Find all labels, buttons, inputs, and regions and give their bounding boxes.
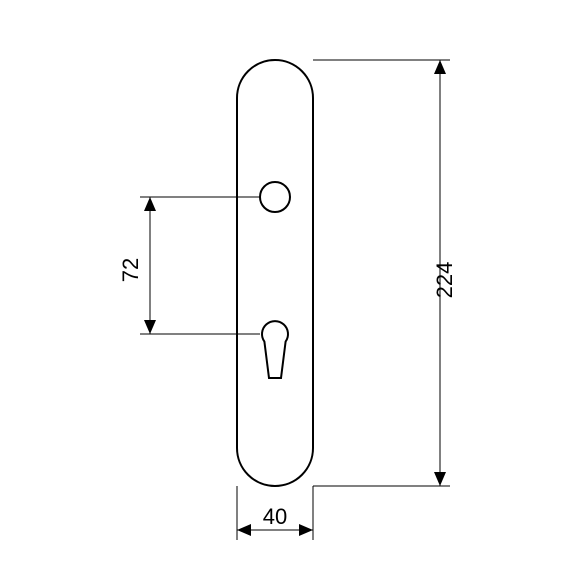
dim-height: 224 bbox=[313, 60, 457, 486]
keyhole bbox=[262, 321, 288, 378]
spindle-hole bbox=[260, 182, 290, 212]
dim-width: 40 bbox=[237, 486, 313, 540]
plate-outline bbox=[237, 60, 313, 486]
dim-width-label: 40 bbox=[263, 504, 287, 529]
dim-cc-label: 72 bbox=[118, 258, 143, 282]
dim-height-label: 224 bbox=[432, 262, 457, 299]
dim-cc: 72 bbox=[118, 197, 260, 334]
